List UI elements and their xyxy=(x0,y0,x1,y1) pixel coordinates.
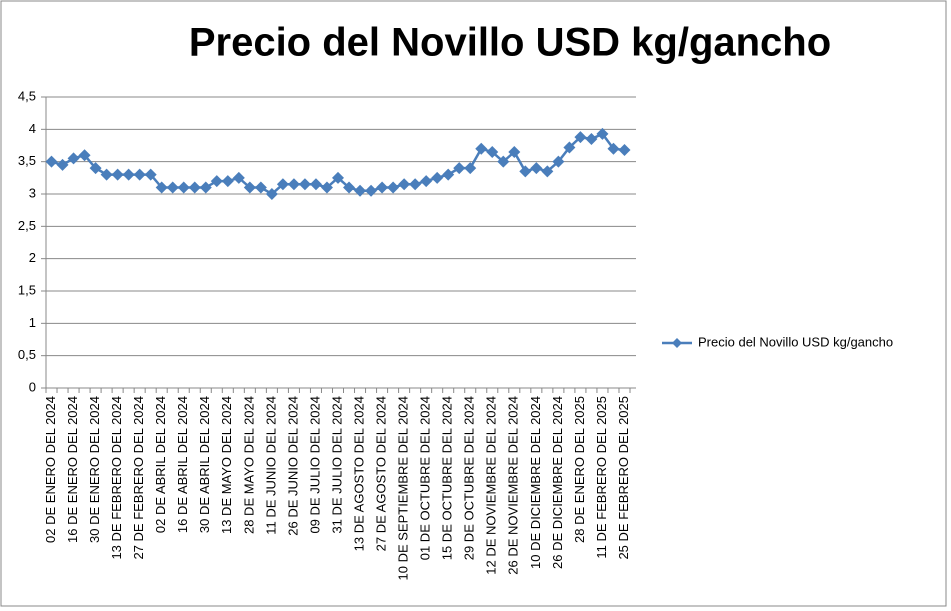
x-tick-label: 26 DE NOVIEMBRE DEL 2024 xyxy=(506,396,521,575)
data-point xyxy=(56,158,69,171)
x-tick-label: 13 DE AGOSTO DEL 2024 xyxy=(351,396,366,551)
x-tick-label: 26 DE DICIEMBRE DEL 2024 xyxy=(550,396,565,569)
data-point xyxy=(574,131,587,144)
data-point xyxy=(78,149,91,162)
x-tick-label: 12 DE NOVIEMBRE DEL 2024 xyxy=(484,396,499,575)
data-point xyxy=(265,188,278,200)
y-tick-label: 4 xyxy=(29,121,36,136)
data-point xyxy=(276,178,289,191)
data-point xyxy=(552,155,565,168)
data-point xyxy=(618,144,631,157)
x-tick-label: 11 DE JUNIO DEL 2024 xyxy=(263,396,278,535)
x-tick-label: 26 DE JUNIO DEL 2024 xyxy=(285,396,300,536)
data-point xyxy=(464,162,477,175)
data-point xyxy=(530,162,543,175)
data-point xyxy=(387,181,400,194)
data-point xyxy=(100,168,113,181)
data-point xyxy=(188,181,201,194)
data-point xyxy=(607,142,620,155)
data-point xyxy=(298,178,311,191)
y-tick-label: 2,5 xyxy=(18,218,36,233)
x-tick-label: 30 DE ENERO DEL 2024 xyxy=(87,396,102,543)
x-tick-label: 15 DE OCTUBRE DEL 2024 xyxy=(440,396,455,560)
data-point xyxy=(111,168,124,181)
x-tick-label: 02 DE ABRIL DEL 2024 xyxy=(153,396,168,533)
x-tick-label: 01 DE OCTUBRE DEL 2024 xyxy=(418,396,433,560)
data-point xyxy=(563,141,576,154)
data-point xyxy=(309,178,322,191)
data-point xyxy=(442,168,455,181)
chart-title: Precio del Novillo USD kg/gancho xyxy=(189,21,831,65)
data-point xyxy=(122,168,135,181)
data-point xyxy=(475,142,488,155)
data-point xyxy=(585,133,598,146)
data-point xyxy=(45,155,58,168)
y-tick-label: 0 xyxy=(29,379,36,394)
data-point xyxy=(287,178,300,191)
x-tick-label: 10 DE DICIEMBRE DEL 2024 xyxy=(528,396,543,569)
y-tick-label: 0,5 xyxy=(18,347,36,362)
data-point xyxy=(497,155,510,168)
x-tick-label: 29 DE OCTUBRE DEL 2024 xyxy=(462,396,477,560)
data-point xyxy=(453,162,466,175)
data-point xyxy=(376,181,389,194)
x-tick-label: 25 DE FEBRERO DEL 2025 xyxy=(616,396,631,560)
data-point xyxy=(398,178,411,191)
x-tick-label: 09 DE JULIO DEL 2024 xyxy=(307,396,322,534)
data-point xyxy=(486,145,499,158)
data-point xyxy=(144,168,157,181)
y-tick-label: 1,5 xyxy=(18,282,36,297)
x-tick-label: 30 DE ABRIL DEL 2024 xyxy=(197,396,212,533)
data-point xyxy=(243,181,256,194)
data-point xyxy=(166,181,179,194)
data-point xyxy=(254,181,267,194)
data-point xyxy=(519,165,532,178)
data-point xyxy=(89,162,102,175)
x-tick-label: 28 DE ENERO DEL 2025 xyxy=(572,396,587,543)
x-tick-label: 27 DE FEBRERO DEL 2024 xyxy=(131,396,146,560)
legend-marker xyxy=(672,338,682,348)
y-tick-label: 1 xyxy=(29,315,36,330)
data-point xyxy=(343,181,356,194)
data-point xyxy=(365,184,378,197)
x-tick-label: 16 DE ABRIL DEL 2024 xyxy=(175,396,190,533)
y-tick-label: 4,5 xyxy=(18,88,36,103)
legend-label: Precio del Novillo USD kg/gancho xyxy=(698,334,893,349)
x-tick-label: 11 DE FEBRERO DEL 2025 xyxy=(594,396,609,559)
x-tick-label: 27 DE AGOSTO DEL 2024 xyxy=(374,396,389,551)
y-tick-label: 3,5 xyxy=(18,153,36,168)
y-tick-label: 3 xyxy=(29,185,36,200)
data-point xyxy=(199,181,212,194)
data-point xyxy=(320,181,333,194)
x-tick-label: 31 DE JULIO DEL 2024 xyxy=(329,396,344,534)
x-tick-label: 13 DE FEBRERO DEL 2024 xyxy=(109,396,124,560)
data-point xyxy=(409,178,422,191)
x-tick-label: 10 DE SEPTIEMBRE DEL 2024 xyxy=(396,396,411,581)
x-tick-label: 13 DE MAYO DEL 2024 xyxy=(219,396,234,534)
data-point xyxy=(221,175,234,188)
data-point xyxy=(596,127,609,140)
data-point xyxy=(232,171,245,184)
data-point xyxy=(420,175,433,188)
data-point xyxy=(354,184,367,197)
data-point xyxy=(67,152,80,165)
data-point xyxy=(431,171,444,184)
data-point xyxy=(332,171,344,184)
data-point xyxy=(210,175,223,188)
x-tick-label: 02 DE ENERO DEL 2024 xyxy=(43,396,58,543)
data-point xyxy=(541,165,554,178)
x-tick-label: 28 DE MAYO DEL 2024 xyxy=(241,396,256,534)
data-point xyxy=(155,181,168,194)
data-point xyxy=(508,145,521,158)
x-tick-label: 16 DE ENERO DEL 2024 xyxy=(65,396,80,543)
y-tick-label: 2 xyxy=(29,250,36,265)
data-point xyxy=(133,168,146,181)
data-point xyxy=(177,181,190,194)
